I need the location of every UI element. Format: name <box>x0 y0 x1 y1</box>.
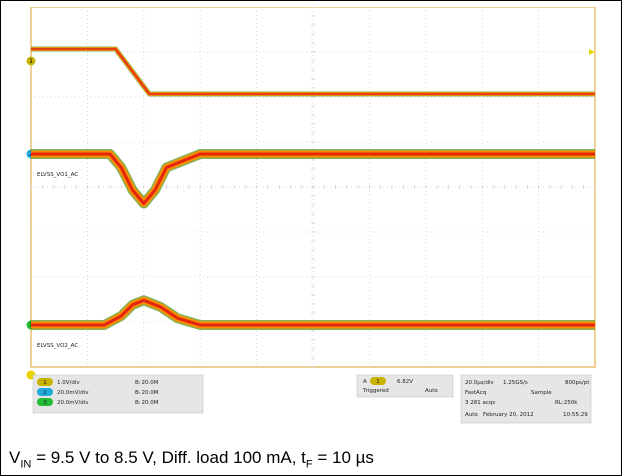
legend-channel-badge <box>37 398 53 406</box>
caption-vin-label: V <box>9 448 21 467</box>
trace-series-3 <box>31 295 595 330</box>
legend-channel-number: 2 <box>43 390 47 396</box>
legend-channel-badge <box>37 378 53 386</box>
legend-channel-number: 3 <box>43 400 47 406</box>
channel-marker-dot <box>26 56 36 66</box>
legend-channel-badge <box>37 388 53 396</box>
acq-sample-rate: 1.25GS/s <box>503 380 528 386</box>
acq-date: February 20, 2012 <box>483 412 534 418</box>
trigger-level-marker <box>589 49 595 55</box>
legend-channel-number: 1 <box>43 380 47 386</box>
oscilloscope-plot: 1 2 3 ELVSS_VO1_AC ELVSS_VO2_AC 1 1.0V/div Bᵢ 2… <box>25 7 599 443</box>
acquisition-panel <box>460 374 592 424</box>
channel-legend-panel <box>32 374 204 414</box>
caption-vin-subscript: IN <box>20 458 32 471</box>
trigger-source-number: 1 <box>376 379 380 385</box>
acq-record-length: RL:250k <box>555 400 578 406</box>
series-label-2: ELVSS_VO1_AC <box>37 172 78 178</box>
trigger-source-badge <box>370 377 386 385</box>
acq-count: 3 281 acqs <box>465 400 495 406</box>
oscilloscope-screen: 1 2 3 ELVSS_VO1_AC ELVSS_VO2_AC 1 1.0V/div Bᵢ 2… <box>25 7 599 443</box>
trigger-mode: Auto <box>425 388 438 394</box>
caption-text-1: = 9.5 V to 8.5 V, Diff. load 100 mA, t <box>31 448 306 467</box>
trigger-channel: A <box>363 379 367 385</box>
acq-sampling: Sample <box>531 390 552 396</box>
legend-bandwidth: Bᵢ 20.0M <box>135 400 159 406</box>
legend-scale: 20.0mV/div <box>57 400 89 406</box>
caption-tf-subscript: F <box>305 458 313 471</box>
legend-scale: 1.0V/div <box>57 380 80 386</box>
trigger-state: Triggered <box>362 388 389 394</box>
figure-caption: VIN = 9.5 V to 8.5 V, Diff. load 100 mA,… <box>9 448 374 470</box>
trigger-level: 6.82V <box>397 379 413 385</box>
channel-marker-1: 1 <box>26 56 36 66</box>
acq-timebase: 20.0µs/div <box>465 380 494 386</box>
trace-series-2 <box>31 149 595 209</box>
acq-run-mode: Auto <box>465 412 478 418</box>
caption-text-2: = 10 µs <box>312 448 374 467</box>
acq-mode: FastAcq <box>465 390 486 396</box>
acq-time: 10:55:29 <box>563 412 588 418</box>
legend-bandwidth: Bᵢ 20.0M <box>135 380 159 386</box>
trace-series-1 <box>31 46 595 97</box>
trace-core <box>31 152 595 205</box>
acq-resolution: 800ps/pt <box>565 380 590 386</box>
legend-bandwidth: Bᵢ 20.0M <box>135 390 159 396</box>
trace-core <box>31 298 595 327</box>
series-label-3: ELVSS_VO2_AC <box>37 343 78 349</box>
channel-marker-label: 1 <box>29 58 33 65</box>
legend-scale: 20.0mV/div <box>57 390 89 396</box>
trace-core <box>31 48 595 95</box>
